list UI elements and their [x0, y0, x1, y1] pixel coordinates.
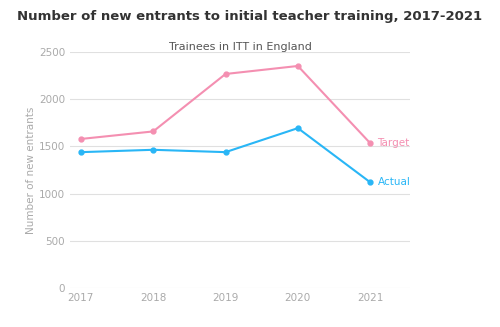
- Title: Trainees in ITT in England: Trainees in ITT in England: [168, 42, 312, 52]
- Y-axis label: Number of new entrants: Number of new entrants: [26, 106, 36, 234]
- Text: Actual: Actual: [378, 177, 410, 187]
- Text: Number of new entrants to initial teacher training, 2017-2021: Number of new entrants to initial teache…: [18, 10, 482, 23]
- Text: Target: Target: [378, 138, 410, 148]
